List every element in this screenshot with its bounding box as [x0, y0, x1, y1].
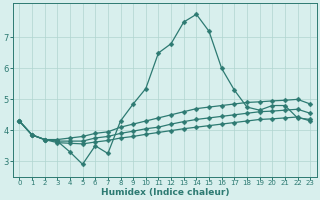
- X-axis label: Humidex (Indice chaleur): Humidex (Indice chaleur): [100, 188, 229, 197]
